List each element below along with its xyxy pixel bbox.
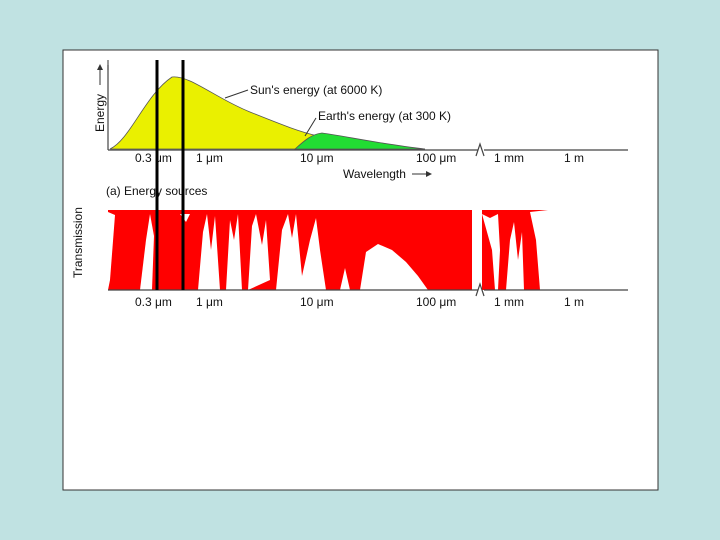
tick-label: 0.3 μm <box>135 151 172 165</box>
tick-label: 1 m <box>564 295 584 309</box>
y-axis-label: Energy <box>93 94 107 132</box>
axis-break <box>475 282 485 297</box>
sun-label: Sun's energy (at 6000 K) <box>250 83 382 97</box>
tick-label: 1 m <box>564 151 584 165</box>
absorption-gaps <box>108 210 548 290</box>
tick-label: 100 μm <box>416 151 456 165</box>
y-axis-label: Transmission <box>71 207 85 278</box>
tick-label: 100 μm <box>416 295 456 309</box>
tick-label: 1 μm <box>196 295 223 309</box>
earth-curve <box>293 132 426 150</box>
tick-label: 10 μm <box>300 151 334 165</box>
tick-label: 1 mm <box>494 295 524 309</box>
leader <box>304 117 317 137</box>
x-axis-title: Wavelength <box>343 167 406 181</box>
arrow-head <box>426 171 432 177</box>
earth-label: Earth's energy (at 300 K) <box>318 109 451 123</box>
arrow-head <box>97 64 103 70</box>
axis-break <box>475 142 485 157</box>
tick-label: 10 μm <box>300 295 334 309</box>
tick-label: 1 μm <box>196 151 223 165</box>
tick-label: 1 mm <box>494 151 524 165</box>
tick-label: 0.3 μm <box>135 295 172 309</box>
leader <box>224 89 249 99</box>
